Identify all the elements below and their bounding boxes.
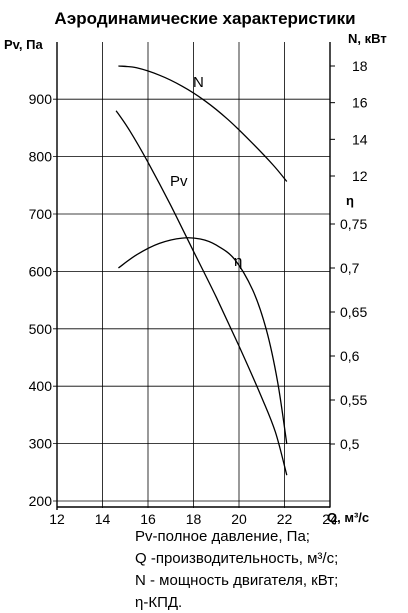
x-tick-label: 12: [49, 511, 65, 527]
curve-power: [118, 65, 288, 182]
y-tick-label-pressure: 500: [29, 321, 53, 337]
tick-labels: 12 14 16 18 20 22 24 200 300 400 500 600 700 800 900 12…: [29, 58, 368, 527]
curve-efficiency: [118, 237, 288, 445]
curve-label-power: N: [193, 74, 204, 91]
curve-label-pressure: Pv: [170, 173, 188, 190]
x-tick-label: 22: [277, 511, 293, 527]
y-tick-label-pressure: 900: [29, 91, 53, 107]
y-tick-label-efficiency: 0,75: [340, 216, 367, 232]
y-tick-label-pressure: 400: [29, 378, 53, 394]
y-tick-label-pressure: 800: [29, 149, 53, 165]
legend: Pv-полное давление, Па; Q -производительн…: [135, 528, 338, 611]
y-axis-efficiency-title: η: [346, 193, 354, 208]
chart-title: Аэродинамические характеристики: [54, 9, 355, 28]
legend-line: Pv-полное давление, Па;: [135, 528, 310, 545]
x-tick-label: 24: [322, 511, 338, 527]
legend-line: η-КПД.: [135, 594, 182, 611]
legend-line: Q -производительность, м³/с;: [135, 550, 338, 567]
y-tick-label-power: 12: [352, 168, 368, 184]
y-tick-label-efficiency: 0,5: [340, 436, 360, 452]
x-tick-label: 16: [140, 511, 156, 527]
axes: [56, 42, 331, 510]
curve-pressure: [115, 110, 288, 476]
y-tick-label-pressure: 200: [29, 493, 53, 509]
y-axis-power-title: N, кВт: [348, 31, 387, 46]
curves: [115, 65, 288, 476]
x-axis-title: Q, м³/с: [327, 510, 369, 525]
y-tick-label-power: 16: [352, 95, 368, 111]
x-tick-label: 18: [186, 511, 202, 527]
y-tick-label-efficiency: 0,6: [340, 348, 360, 364]
y-tick-label-pressure: 300: [29, 436, 53, 452]
curve-labels: N Pv η: [170, 74, 242, 270]
y-tick-label-efficiency: 0,7: [340, 260, 360, 276]
x-tick-label: 20: [231, 511, 247, 527]
grid: [53, 42, 331, 508]
y-tick-label-efficiency: 0,65: [340, 304, 367, 320]
y-tick-label-power: 18: [352, 58, 368, 74]
curve-label-efficiency: η: [234, 253, 242, 270]
y-tick-label-pressure: 700: [29, 206, 53, 222]
y-tick-label-pressure: 600: [29, 263, 53, 279]
y-axis-pressure-title: Pv, Па: [4, 37, 44, 52]
legend-line: N - мощность двигателя, кВт;: [135, 572, 338, 589]
y-tick-label-power: 14: [352, 131, 368, 147]
x-tick-label: 14: [95, 511, 111, 527]
y-tick-label-efficiency: 0,55: [340, 392, 367, 408]
